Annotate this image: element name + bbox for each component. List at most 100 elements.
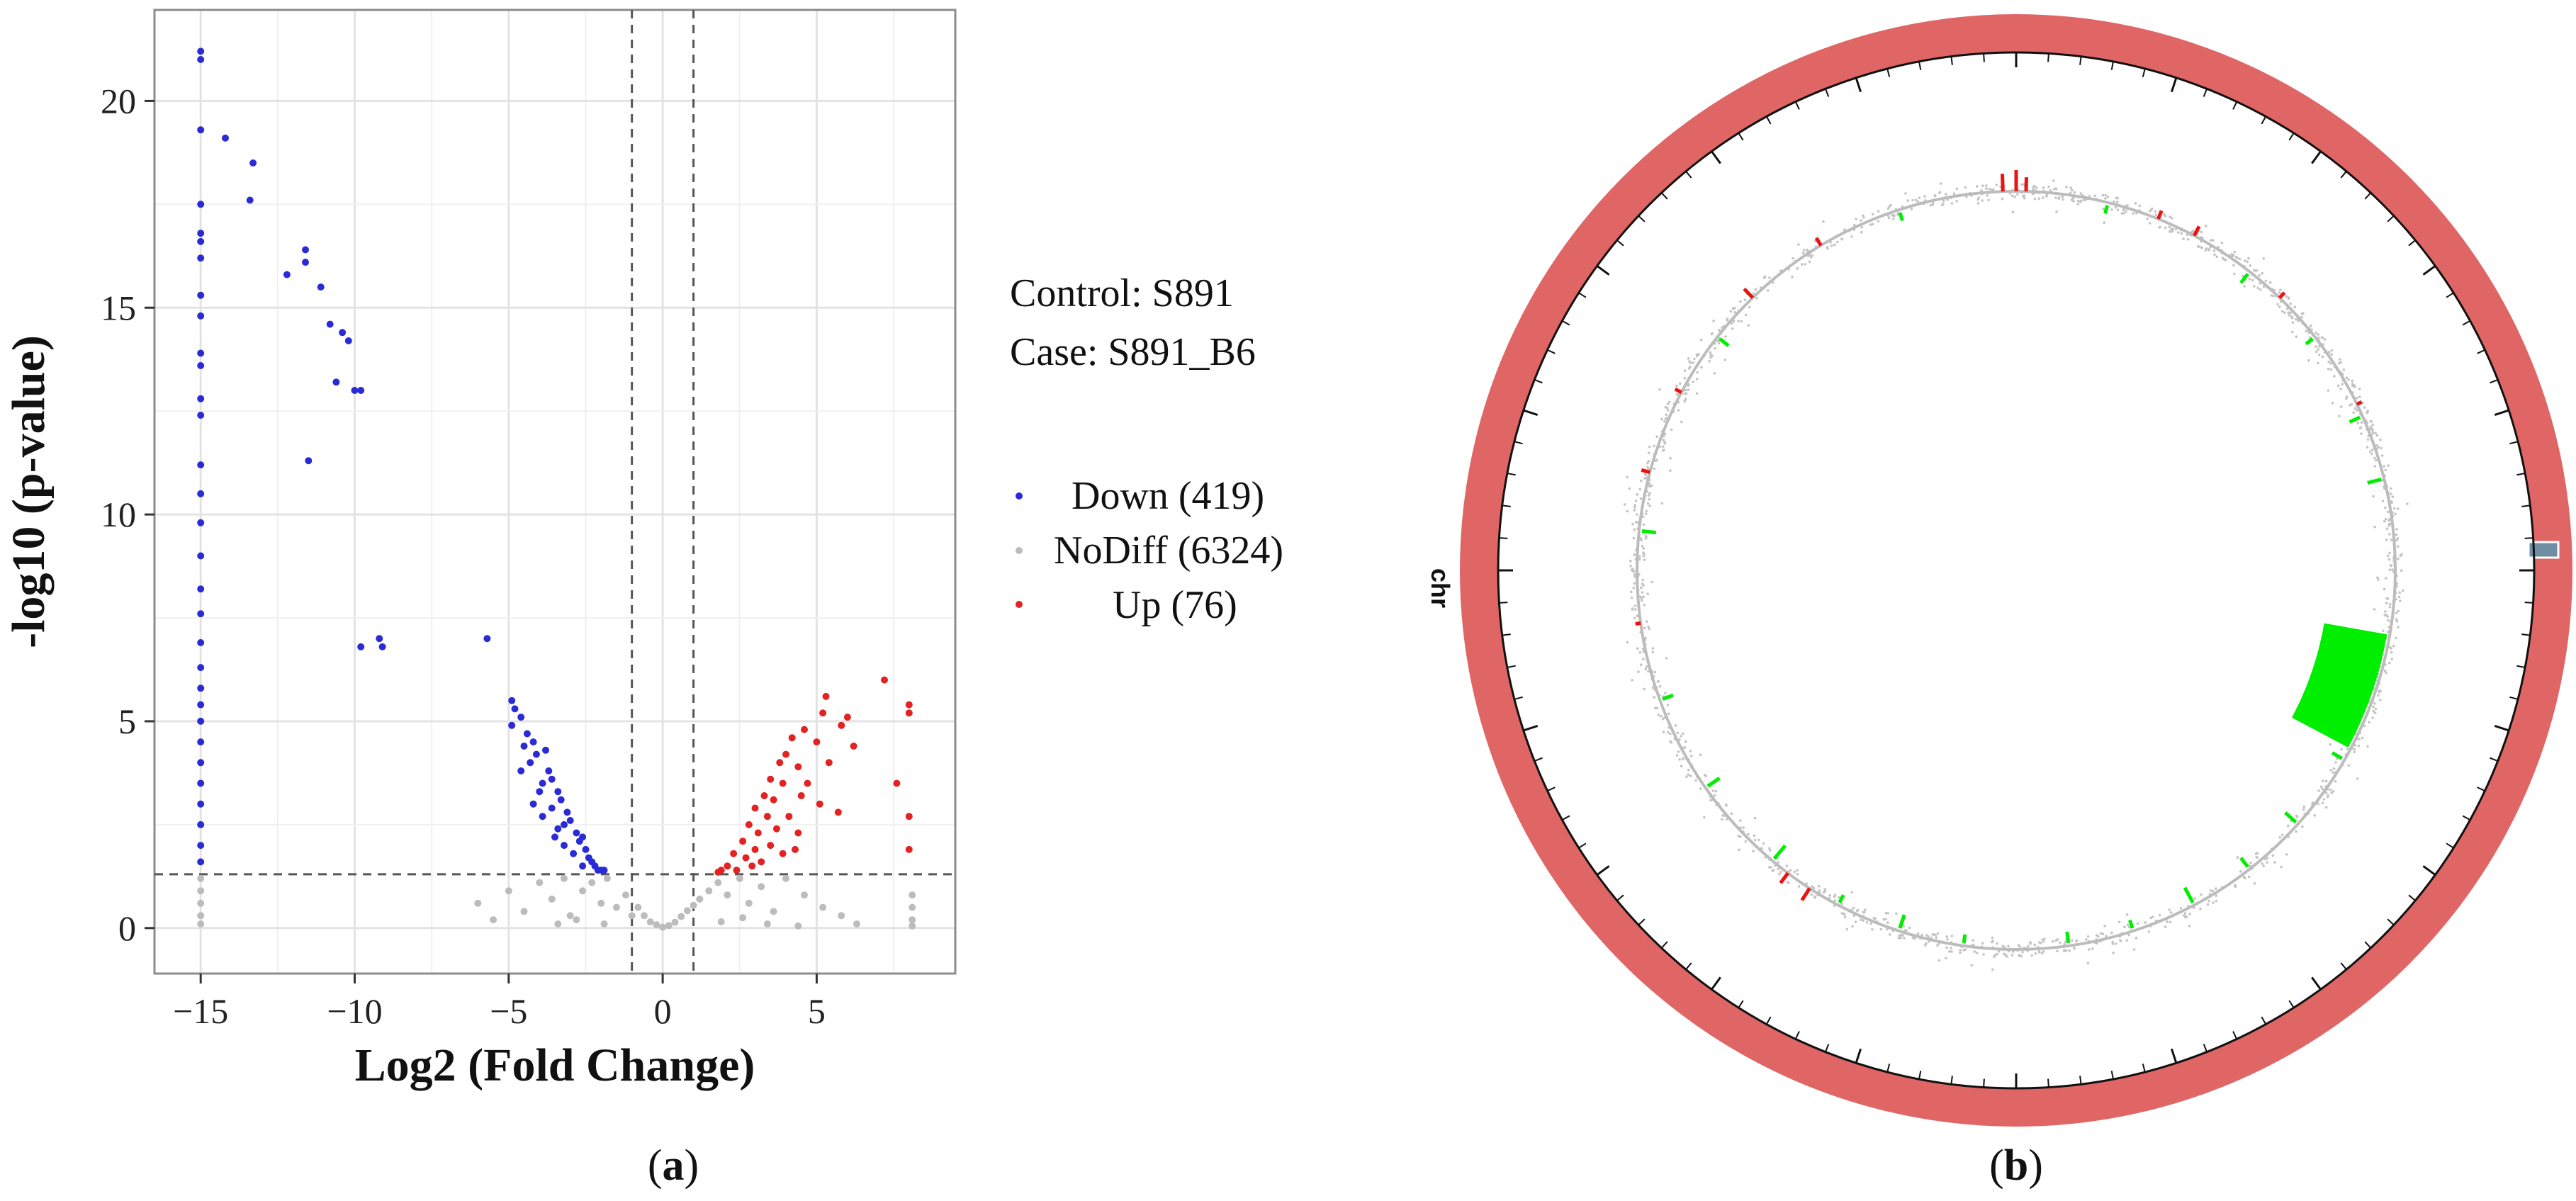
point-down: [536, 788, 544, 796]
down-bar: [1662, 693, 1674, 701]
background-point: [2101, 193, 2105, 197]
background-point: [1641, 578, 1645, 582]
background-point: [1976, 185, 1979, 188]
background-point: [2125, 939, 2128, 942]
down-block-bar: [2302, 694, 2362, 723]
background-point: [2023, 194, 2026, 197]
background-point: [1995, 184, 1998, 186]
background-point: [1643, 687, 1646, 691]
background-point: [2384, 468, 2387, 472]
down-block-bar: [2315, 658, 2378, 680]
background-point: [1972, 939, 1975, 942]
ring-tick: [2311, 976, 2322, 991]
background-point: [2242, 875, 2246, 879]
x-tick-label: −15: [173, 991, 228, 1031]
down-block-bar: [2291, 715, 2350, 748]
background-point: [2200, 247, 2204, 249]
background-point: [1981, 942, 1984, 945]
background-point: [2317, 348, 2319, 351]
x-tick-label: −10: [327, 991, 382, 1031]
background-point: [1950, 935, 1954, 937]
background-point: [1822, 220, 1825, 223]
scatter-points: [197, 47, 916, 931]
background-point: [1642, 658, 1645, 661]
background-point: [2254, 269, 2257, 272]
background-point: [1850, 891, 1853, 894]
chromosome-ring: [1460, 14, 2572, 1127]
background-point: [2317, 361, 2319, 365]
ring-tick: [1794, 101, 1800, 110]
point-down: [222, 134, 229, 142]
background-point: [1766, 289, 1770, 292]
background-point: [1901, 934, 1904, 937]
point-up: [905, 701, 913, 709]
point-nodiff: [579, 887, 587, 895]
point-up: [794, 829, 802, 837]
point-down: [529, 800, 537, 808]
background-point: [2041, 938, 2044, 942]
point-nodiff: [801, 891, 808, 899]
background-point: [2122, 208, 2125, 212]
point-down: [554, 825, 562, 833]
down-block-bar: [2314, 662, 2376, 684]
background-point: [1911, 198, 1914, 202]
background-point: [1675, 393, 1679, 395]
background-point: [1651, 650, 1655, 654]
background-point: [2388, 603, 2392, 606]
background-point: [1633, 582, 1636, 585]
background-point: [1945, 193, 1947, 196]
background-point: [2370, 420, 2373, 423]
background-point: [2256, 286, 2259, 290]
point-down: [246, 196, 254, 204]
background-point: [2034, 952, 2037, 955]
background-point: [1714, 789, 1718, 793]
background-point: [1997, 950, 2001, 953]
background-point: [2395, 533, 2398, 536]
background-point: [1903, 937, 1906, 940]
ring-tick: [2509, 696, 2519, 700]
ring-tick: [1765, 115, 1772, 125]
background-point: [1929, 203, 1933, 207]
y-tick-label: 5: [118, 701, 136, 741]
background-point: [1696, 371, 1699, 374]
background-point: [2406, 502, 2409, 505]
background-point: [2182, 237, 2185, 240]
grid-lines: [154, 10, 955, 974]
y-axis-label: -log10 (p-value): [3, 335, 55, 648]
background-point: [1667, 726, 1670, 729]
background-point: [2164, 226, 2167, 230]
background-point: [1648, 497, 1650, 501]
background-point: [2206, 903, 2210, 906]
background-point: [1697, 353, 1700, 356]
background-point: [2029, 942, 2032, 945]
background-point: [2059, 941, 2062, 945]
background-point: [2290, 315, 2293, 318]
background-point: [2286, 824, 2290, 828]
background-point: [2169, 230, 2173, 233]
background-point: [1646, 592, 1649, 595]
background-point: [2085, 938, 2088, 941]
background-point: [2383, 669, 2387, 672]
legend-label-up: Up (76): [1113, 583, 1237, 627]
background-point: [1725, 804, 1728, 807]
background-point: [2384, 517, 2387, 521]
background-point: [2266, 857, 2269, 859]
background-point: [1752, 292, 1755, 295]
background-point: [2336, 384, 2340, 388]
background-point: [2072, 947, 2076, 949]
background-point: [2199, 908, 2202, 910]
down-bar: [2331, 751, 2344, 760]
ring-tick: [2079, 1076, 2082, 1085]
background-point: [2075, 940, 2078, 943]
point-up: [772, 825, 780, 833]
point-nodiff: [794, 922, 802, 930]
background-point: [2384, 610, 2387, 613]
ring-tick: [1547, 349, 1556, 354]
background-point: [1694, 779, 1697, 782]
background-point: [2390, 539, 2393, 541]
up-bar: [2278, 291, 2286, 299]
background-point: [2188, 925, 2191, 927]
background-point: [1708, 359, 1711, 363]
background-point: [2291, 321, 2295, 325]
ring-tick: [1794, 1031, 1800, 1039]
